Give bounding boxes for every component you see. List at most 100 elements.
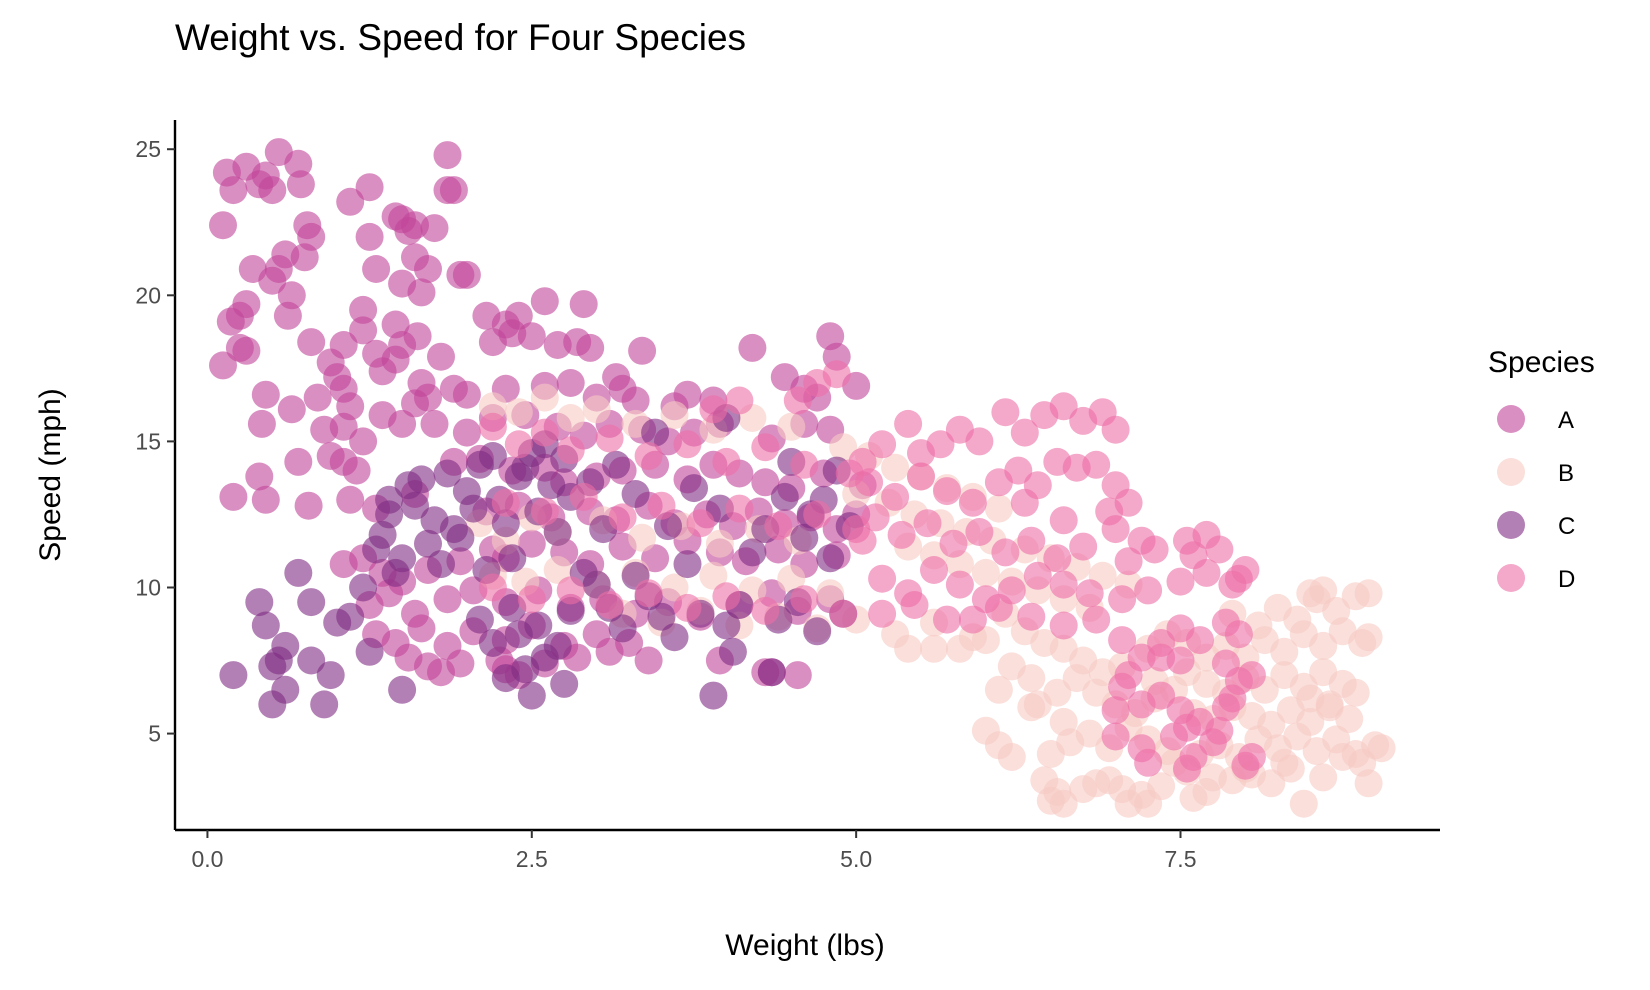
legend-label: A — [1558, 407, 1574, 434]
data-point — [478, 412, 507, 441]
data-point — [1010, 488, 1039, 517]
data-point — [718, 637, 747, 666]
data-point — [381, 345, 410, 374]
data-point — [401, 491, 429, 520]
data-point — [1205, 716, 1234, 745]
data-point — [965, 427, 994, 456]
data-point — [498, 544, 527, 573]
data-point — [414, 529, 442, 558]
data-point — [543, 556, 572, 584]
x-tick-label: 7.5 — [1165, 846, 1197, 872]
data-point — [628, 523, 657, 552]
data-point — [1017, 526, 1046, 555]
data-point — [355, 637, 384, 666]
data-point — [316, 661, 345, 690]
data-point — [258, 176, 287, 205]
data-point — [375, 500, 404, 529]
data-point — [1101, 696, 1130, 725]
data-point — [608, 503, 637, 532]
data-point — [673, 430, 702, 459]
data-point — [913, 509, 942, 538]
legend-label: C — [1558, 513, 1575, 540]
data-point — [1309, 576, 1338, 605]
data-point — [478, 573, 507, 602]
chart-title: Weight vs. Speed for Four Species — [175, 17, 746, 58]
data-point — [1017, 664, 1046, 693]
y-axis-ticks: 5 10 15 20 25 — [135, 136, 175, 747]
data-point — [336, 485, 365, 514]
data-point — [465, 605, 494, 634]
data-point — [388, 544, 417, 573]
data-point — [336, 187, 365, 216]
data-point — [1101, 415, 1130, 444]
data-point — [219, 482, 248, 511]
x-axis-ticks: 0.0 2.5 5.0 7.5 — [191, 830, 1197, 872]
data-point — [1315, 690, 1344, 719]
data-point — [362, 255, 391, 283]
data-point — [1017, 602, 1046, 631]
data-point — [349, 295, 378, 324]
data-point — [1049, 707, 1078, 736]
data-point — [420, 214, 449, 243]
data-point — [446, 649, 475, 678]
data-point — [284, 447, 313, 476]
data-point — [245, 462, 274, 491]
data-point — [997, 743, 1026, 771]
data-point — [861, 503, 890, 532]
data-point — [971, 558, 1000, 587]
data-point — [452, 418, 481, 447]
data-point — [355, 173, 384, 202]
data-point — [673, 380, 702, 409]
data-point — [958, 488, 987, 517]
data-point — [1270, 637, 1299, 666]
data-point — [219, 661, 248, 690]
data-point — [920, 556, 948, 584]
data-point — [660, 401, 689, 430]
data-point — [1270, 748, 1299, 777]
data-point — [660, 573, 689, 602]
data-point — [984, 675, 1013, 704]
data-point — [303, 383, 332, 412]
data-point — [524, 611, 553, 640]
data-point — [1173, 754, 1201, 783]
data-point — [991, 538, 1020, 567]
data-point — [329, 412, 358, 441]
data-point — [1140, 535, 1169, 564]
data-point — [933, 477, 961, 506]
data-point — [349, 316, 378, 345]
data-point — [835, 459, 864, 488]
data-point — [926, 430, 955, 459]
data-point — [556, 596, 585, 625]
data-point — [1237, 743, 1266, 771]
data-point — [388, 675, 417, 704]
data-point — [699, 395, 728, 424]
data-point — [705, 494, 734, 523]
data-point — [349, 427, 378, 456]
data-point — [1205, 535, 1234, 564]
data-point — [1134, 789, 1163, 818]
data-point — [517, 529, 546, 558]
data-point — [1198, 763, 1227, 792]
data-point — [1114, 547, 1143, 576]
data-point — [1147, 681, 1176, 710]
data-point — [1108, 585, 1137, 614]
data-point — [1010, 418, 1039, 447]
data-point — [530, 418, 559, 447]
data-point — [641, 418, 670, 447]
y-tick-label: 5 — [148, 721, 161, 747]
data-point — [1062, 664, 1091, 693]
data-point — [790, 523, 819, 552]
data-point — [433, 141, 462, 170]
data-point — [290, 243, 319, 272]
data-point — [634, 442, 663, 470]
data-point — [271, 675, 300, 704]
data-point — [1322, 596, 1351, 625]
data-point — [1257, 710, 1286, 739]
data-point — [478, 392, 507, 421]
data-point — [294, 491, 323, 520]
data-point — [764, 512, 793, 541]
data-point — [1354, 769, 1383, 798]
data-point — [634, 646, 663, 675]
data-point — [251, 380, 280, 409]
data-point — [1075, 579, 1104, 608]
